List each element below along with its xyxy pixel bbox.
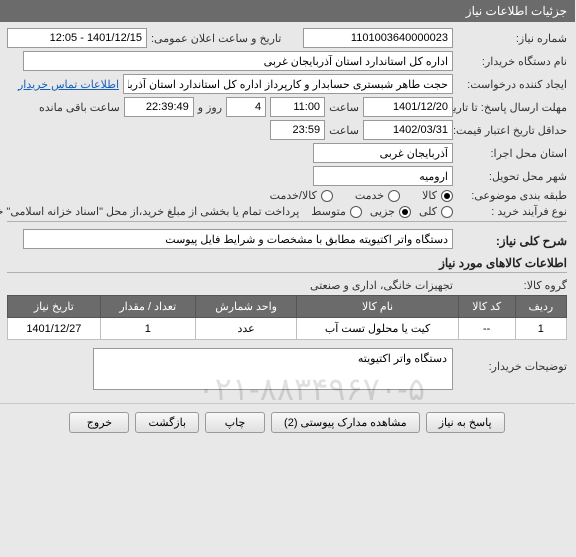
cell-unit: عدد [196,318,298,340]
need-no-label: شماره نیاز: [458,32,568,45]
contact-link[interactable]: اطلاعات تماس خریدار [19,78,120,91]
radio-partial[interactable] [400,206,412,218]
radio-service[interactable] [389,190,401,202]
days-field[interactable] [227,97,267,117]
cell-qty: 1 [101,318,196,340]
header-bar: جزئیات اطلاعات نیاز [0,0,576,22]
radio-full[interactable] [442,206,454,218]
proc-note: پرداخت تمام یا بخشی از مبلغ خرید،از محل … [0,205,300,218]
print-button[interactable]: چاپ [206,412,266,433]
radio-both[interactable] [322,190,334,202]
col-unit: واحد شمارش [196,296,298,318]
col-code: کد کالا [459,296,516,318]
min-valid-hour[interactable] [271,120,326,140]
remain-time[interactable] [125,97,195,117]
goods-table: ردیف کد کالا نام کالا واحد شمارش تعداد /… [8,295,568,340]
group-value: تجهیزات خانگی، اداری و صنعتی [311,279,454,292]
deadline-date[interactable] [364,97,454,117]
cat-service-label: خدمت [356,189,385,202]
cat-goods-label: کالا [423,189,438,202]
min-valid-date[interactable] [364,120,454,140]
proc-full-label: کلی [420,205,438,218]
cell-code: -- [459,318,516,340]
col-qty: تعداد / مقدار [101,296,196,318]
cell-date: 1401/12/27 [9,318,102,340]
min-valid-label: حداقل تاریخ اعتبار قیمت: تا تاریخ: [458,124,568,137]
col-row: ردیف [516,296,567,318]
cat-both-label: کالا/خدمت [271,189,318,202]
announce-label: تاریخ و ساعت اعلان عمومی: [152,32,282,45]
requester-label: ایجاد کننده درخواست: [458,78,568,91]
col-date: تاریخ نیاز [9,296,102,318]
delivery-city-label: شهر محل تحویل: [458,170,568,183]
category-label: طبقه بندی موضوعی: [458,189,568,202]
cell-name: کیت یا محلول تست آب [298,318,459,340]
radio-goods[interactable] [442,190,454,202]
group-label: گروه کالا: [458,279,568,292]
buyer-field[interactable] [24,51,454,71]
exec-province-label: استان محل اجرا: [458,147,568,160]
announce-field[interactable] [8,28,148,48]
deadline-hour[interactable] [271,97,326,117]
goods-section-title: اطلاعات کالاهای مورد نیاز [8,256,568,270]
cell-row: 1 [516,318,567,340]
form-area: شماره نیاز: تاریخ و ساعت اعلان عمومی: نا… [0,22,576,397]
deadline-label: مهلت ارسال پاسخ: تا تاریخ: [458,101,568,114]
buyer-label: نام دستگاه خریدار: [458,55,568,68]
desc-label: شرح کلی نیاز: [458,234,568,248]
radio-medium[interactable] [351,206,363,218]
buyer-note-label: توضیحات خریدار: [458,348,568,373]
col-name: نام کالا [298,296,459,318]
table-row[interactable]: 1 -- کیت یا محلول تست آب عدد 1 1401/12/2… [9,318,568,340]
hour-label-1: ساعت [330,101,360,114]
buyer-note-field[interactable] [94,348,454,390]
remain-label: ساعت باقی مانده [40,101,121,114]
hour-label-2: ساعت [330,124,360,137]
attachments-button[interactable]: مشاهده مدارک پیوستی (2) [272,412,421,433]
proc-medium-label: متوسط [312,205,347,218]
proc-partial-label: جزیی [371,205,396,218]
delivery-city-field[interactable] [314,166,454,186]
reply-button[interactable]: پاسخ به نیاز [427,412,506,433]
process-label: نوع فرآیند خرید : [458,205,568,218]
need-no-field[interactable] [304,28,454,48]
desc-field[interactable] [24,229,454,249]
day-and-label: روز و [199,101,223,114]
exec-province-field[interactable] [314,143,454,163]
back-button[interactable]: بازگشت [136,412,200,433]
requester-field[interactable] [124,74,454,94]
exit-button[interactable]: خروج [70,412,130,433]
button-row: پاسخ به نیاز مشاهده مدارک پیوستی (2) چاپ… [0,403,576,441]
header-title: جزئیات اطلاعات نیاز [467,4,568,18]
